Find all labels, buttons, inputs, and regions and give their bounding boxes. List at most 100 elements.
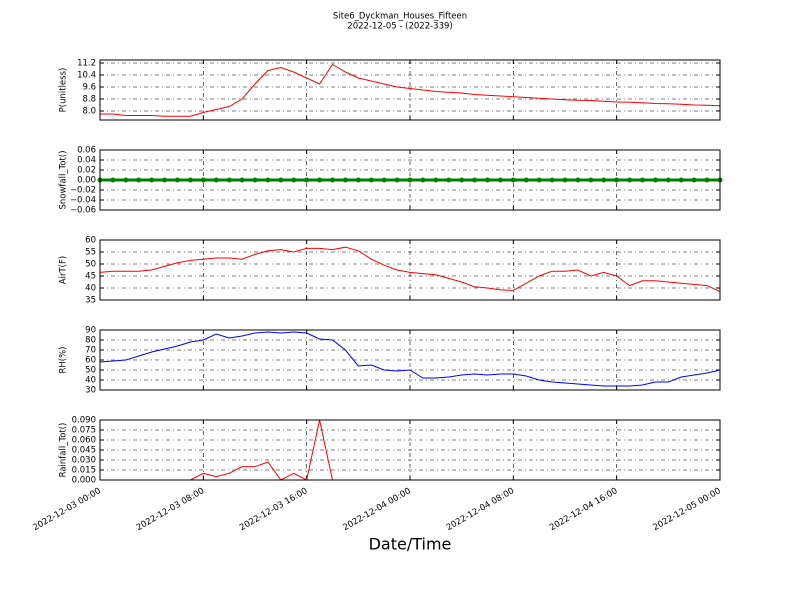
data-point	[407, 177, 413, 183]
y-tick-label: 0.015	[72, 466, 96, 476]
data-point	[252, 177, 258, 183]
x-tick-label: 2022-12-03 00:00	[31, 486, 102, 533]
data-point	[652, 177, 658, 183]
data-point	[433, 177, 439, 183]
data-point	[420, 177, 426, 183]
y-axis-label: Snowfall_Tot()	[59, 150, 69, 209]
data-point	[588, 177, 594, 183]
data-point	[162, 177, 168, 183]
data-point	[368, 177, 374, 183]
data-point	[304, 177, 310, 183]
x-tick-label: 2022-12-04 16:00	[548, 486, 619, 533]
y-tick-label: 0.06	[77, 146, 96, 156]
y-axis-label: Rainfall_Tot()	[59, 423, 69, 478]
data-point	[187, 177, 193, 183]
data-point	[523, 177, 529, 183]
data-point	[200, 177, 206, 183]
data-point	[330, 177, 335, 183]
y-tick-label: 40	[85, 284, 96, 294]
y-tick-label: 50	[85, 260, 96, 270]
data-point	[394, 177, 400, 183]
y-axis-label: P(unitless)	[59, 68, 69, 113]
x-tick-label: 2022-12-04 00:00	[341, 486, 412, 533]
y-tick-label: 60	[85, 236, 96, 246]
y-tick-label: 0.04	[77, 156, 96, 166]
y-tick-label: 50	[85, 366, 96, 376]
x-tick-label: 2022-12-05 00:00	[651, 486, 722, 533]
data-point	[472, 177, 478, 183]
data-point	[136, 177, 142, 183]
data-point	[239, 177, 245, 183]
x-tick-label: 2022-12-03 08:00	[135, 486, 206, 533]
y-tick-label: 45	[85, 272, 96, 282]
data-point	[510, 177, 516, 183]
y-tick-label: 0.075	[72, 426, 96, 436]
data-point	[175, 177, 180, 183]
y-tick-label: 11.2	[77, 59, 96, 69]
data-point	[123, 177, 129, 183]
y-tick-label: 8.8	[82, 95, 96, 105]
y-tick-label: 70	[85, 346, 96, 356]
data-point	[601, 177, 607, 183]
x-tick-label: 2022-12-03 16:00	[238, 486, 309, 533]
data-point	[627, 177, 633, 183]
y-tick-label: 0.02	[77, 166, 96, 176]
data-point	[213, 177, 219, 183]
y-axis-label: AirT(F)	[59, 256, 69, 284]
y-tick-label: −0.04	[70, 196, 96, 206]
y-tick-label: 30	[85, 386, 96, 396]
data-point	[562, 177, 568, 183]
data-point	[485, 177, 490, 183]
y-tick-label: 60	[85, 356, 96, 366]
chart-subtitle: 2022-12-05 - (2022-339)	[347, 22, 452, 32]
data-point	[640, 177, 645, 183]
plot-frame	[99, 59, 721, 121]
data-point	[317, 177, 323, 183]
data-point	[265, 177, 271, 183]
data-point	[226, 177, 232, 183]
y-axis-label: RH(%)	[59, 346, 69, 373]
data-point	[678, 177, 684, 183]
data-line	[100, 63, 721, 117]
data-point	[355, 177, 361, 183]
data-point	[665, 177, 671, 183]
plot-frame	[99, 329, 721, 391]
data-point	[536, 177, 542, 183]
data-point	[381, 177, 387, 183]
y-tick-label: 0.030	[72, 456, 96, 466]
chart-title: Site6_Dyckman_Houses_Fifteen	[333, 12, 467, 22]
y-tick-label: 9.6	[82, 83, 96, 93]
y-tick-label: 35	[85, 296, 96, 306]
data-point	[278, 177, 284, 183]
data-point	[342, 177, 348, 183]
y-tick-label: −0.06	[70, 206, 96, 216]
data-point	[691, 177, 697, 183]
y-tick-label: 0.00	[77, 176, 96, 186]
data-line	[99, 246, 721, 293]
data-point	[704, 177, 710, 183]
data-point	[497, 177, 503, 183]
data-point	[149, 177, 155, 183]
data-point	[110, 177, 116, 183]
data-point	[291, 177, 297, 183]
data-point	[446, 177, 452, 183]
data-point	[549, 177, 555, 183]
x-axis-label: Date/Time	[369, 535, 452, 554]
plot-frame	[99, 149, 721, 211]
plot-frame	[99, 239, 721, 301]
y-tick-label: 80	[85, 336, 96, 346]
y-tick-label: 55	[85, 248, 96, 258]
y-tick-label: 10.4	[77, 71, 96, 81]
data-point	[459, 177, 465, 183]
plot-frame	[99, 419, 721, 481]
data-point	[614, 177, 620, 183]
y-tick-label: 0.045	[72, 446, 96, 456]
y-tick-label: −0.02	[70, 186, 96, 196]
y-tick-label: 8.0	[82, 107, 96, 117]
y-tick-label: 0.060	[72, 436, 96, 446]
x-tick-label: 2022-12-04 08:00	[445, 486, 516, 533]
y-tick-label: 40	[85, 376, 96, 386]
y-tick-label: 90	[85, 326, 96, 336]
data-point	[575, 177, 581, 183]
